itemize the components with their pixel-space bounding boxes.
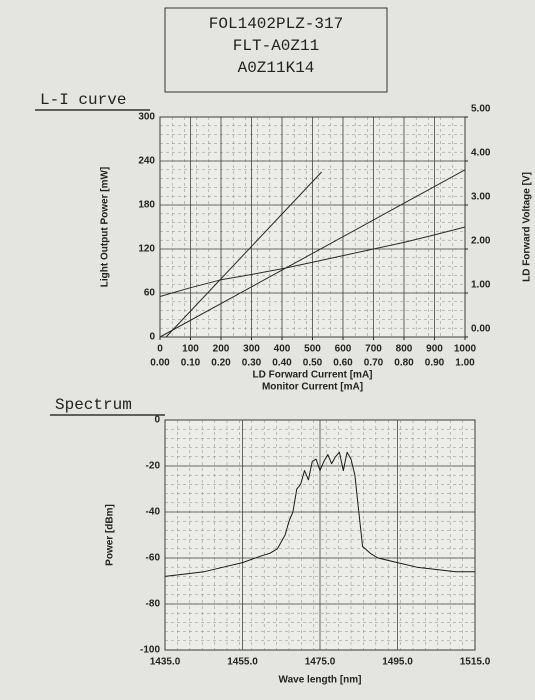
y-axis-label: Power [dBm] [105, 504, 116, 566]
y-tick-label: -80 [146, 599, 161, 610]
x-tick-label: 300 [243, 344, 260, 355]
y2-tick-label: 2.00 [471, 236, 491, 247]
x-tick-label: 500 [304, 344, 321, 355]
x-tick-label: 1495.0 [382, 657, 413, 668]
x2-tick-label: 0.20 [211, 358, 231, 369]
y2-tick-label: 3.00 [471, 192, 491, 203]
series-line [159, 226, 466, 297]
x-tick-label: 1475.0 [305, 657, 336, 668]
x-tick-label: 900 [426, 344, 443, 355]
x2-tick-label: 0.70 [364, 358, 384, 369]
x-tick-label: 100 [182, 344, 199, 355]
y-tick-label: 180 [138, 200, 155, 211]
x-tick-label: 400 [274, 344, 291, 355]
y2-tick-label: 4.00 [471, 148, 491, 159]
x2-tick-label: 1.00 [455, 358, 475, 369]
x-tick-label: 0 [157, 344, 163, 355]
y-tick-label: -100 [140, 645, 160, 656]
x-tick-label: 1435.0 [150, 657, 181, 668]
x2-tick-label: 0.00 [150, 358, 170, 369]
x2-tick-label: 0.30 [242, 358, 262, 369]
y-tick-label: 0 [149, 332, 155, 343]
header-box [164, 7, 388, 93]
x2-tick-label: 0.60 [333, 358, 353, 369]
x2-tick-label: 0.90 [425, 358, 445, 369]
series-line [165, 171, 322, 338]
header-line: FOL1402PLZ-317 [209, 15, 343, 33]
x-tick-label: 1515.0 [460, 657, 491, 668]
x-tick-label: 200 [213, 344, 230, 355]
series-line [159, 169, 466, 338]
header-line: A0Z11K14 [238, 59, 315, 77]
y2-axis-label: LD Forward Voltage [V] [522, 172, 533, 282]
y-axis-label: Light Output Power [mW] [100, 167, 111, 288]
y-tick-label: 60 [144, 288, 156, 299]
y-tick-label: 0 [154, 415, 160, 426]
x-tick-label: 1000 [454, 344, 477, 355]
x2-tick-label: 0.50 [303, 358, 323, 369]
x-tick-label: 800 [396, 344, 413, 355]
y2-tick-label: 0.00 [471, 324, 491, 335]
chart-title: L-I curve [40, 91, 126, 109]
x-tick-label: 700 [365, 344, 382, 355]
header-line: FLT-A0Z11 [233, 37, 319, 55]
y-tick-label: 120 [138, 244, 155, 255]
y-tick-label: -20 [146, 461, 161, 472]
y2-tick-label: 5.00 [471, 104, 491, 115]
x2-tick-label: 0.10 [181, 358, 201, 369]
x-axis-label: Wave length [nm] [279, 675, 362, 686]
series-line [164, 451, 475, 577]
y-tick-label: 240 [138, 156, 155, 167]
x-tick-label: 1455.0 [227, 657, 258, 668]
y-tick-label: -40 [146, 507, 161, 518]
x2-tick-label: 0.80 [394, 358, 414, 369]
y-tick-label: 300 [138, 112, 155, 123]
x2-axis-label: Monitor Current [mA] [262, 382, 363, 393]
x2-tick-label: 0.40 [272, 358, 292, 369]
x-tick-label: 600 [335, 344, 352, 355]
chart-title: Spectrum [55, 396, 132, 414]
y2-tick-label: 1.00 [471, 280, 491, 291]
y-tick-label: -60 [146, 553, 161, 564]
x-axis-label: LD Forward Current [mA] [253, 370, 373, 381]
